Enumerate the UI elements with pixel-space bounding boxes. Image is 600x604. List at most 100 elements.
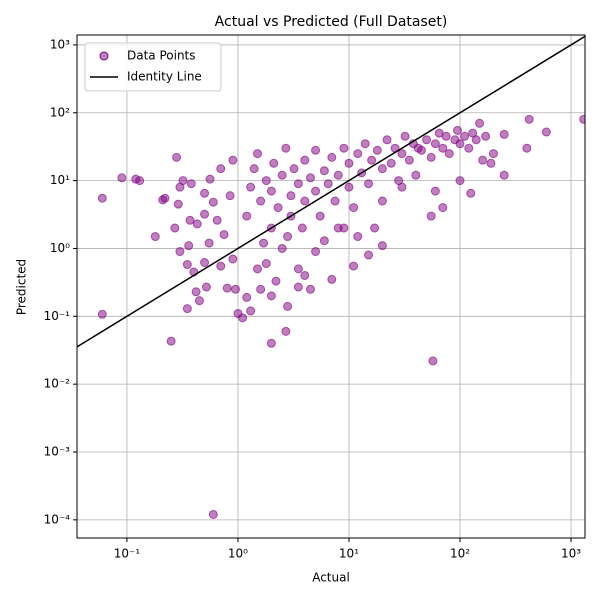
data-point: [191, 287, 201, 297]
data-point: [353, 232, 363, 242]
data-point: [522, 143, 532, 153]
data-point: [253, 264, 263, 274]
y-tick-label: 10¹: [50, 173, 70, 187]
data-point: [417, 145, 427, 155]
data-point: [344, 182, 354, 192]
data-point: [300, 196, 310, 206]
data-point: [212, 215, 222, 225]
data-point: [216, 164, 226, 174]
data-point: [311, 145, 321, 155]
data-point: [400, 131, 410, 141]
data-point: [192, 219, 202, 229]
data-point: [266, 186, 276, 196]
data-point: [499, 170, 509, 180]
data-point: [249, 164, 259, 174]
axes-frame: [76, 34, 586, 539]
ticks: 10⁻¹ 10⁰ 10¹ 10² 10³ 10⁻⁴ 10⁻³ 10⁻² 10⁻¹ 10⁰ 10¹ 10…: [44, 37, 582, 560]
data-point: [238, 313, 248, 323]
y-tick-label: 10³: [50, 37, 70, 51]
data-point: [364, 250, 374, 260]
data-point: [208, 509, 218, 519]
data-point: [228, 155, 238, 165]
data-point: [205, 174, 215, 184]
data-point: [283, 232, 293, 242]
data-point: [330, 196, 340, 206]
data-point: [319, 166, 329, 176]
data-point: [404, 155, 414, 165]
x-axis-label: Actual: [312, 571, 350, 585]
data-point: [216, 261, 226, 271]
data-point: [201, 282, 211, 292]
data-point: [455, 139, 465, 149]
data-point: [204, 238, 214, 248]
data-point: [289, 164, 299, 174]
data-point: [466, 188, 476, 198]
data-point: [364, 179, 374, 189]
data-point: [453, 125, 463, 135]
y-tick-label: 10⁻²: [44, 377, 71, 391]
data-point: [422, 135, 432, 145]
data-point: [150, 232, 160, 242]
data-point: [438, 203, 448, 213]
data-point: [256, 196, 266, 206]
data-point: [117, 173, 127, 183]
data-point: [97, 309, 107, 319]
data-point: [281, 326, 291, 336]
data-point: [266, 291, 276, 301]
data-point: [222, 283, 232, 293]
data-point: [311, 247, 321, 257]
data-point: [281, 143, 291, 153]
data-point: [182, 304, 192, 314]
data-point: [426, 211, 436, 221]
legend-marker: [99, 51, 109, 61]
data-point: [166, 336, 176, 346]
data-point: [367, 155, 377, 165]
data-point: [486, 158, 496, 168]
data-point: [377, 241, 387, 251]
data-point: [382, 135, 392, 145]
data-point: [219, 230, 229, 240]
data-point: [97, 193, 107, 203]
data-point: [256, 284, 266, 294]
legend-label: Data Points: [127, 49, 196, 63]
x-tick-label: 10⁰: [228, 547, 248, 561]
data-point: [269, 158, 279, 168]
data-point: [175, 247, 185, 257]
plot-area: [77, 35, 585, 519]
data-point: [430, 139, 440, 149]
y-tick-label: 10⁻¹: [44, 309, 71, 323]
grid: [77, 35, 585, 538]
data-point: [311, 186, 321, 196]
data-point: [182, 260, 192, 270]
data-point: [370, 223, 380, 233]
data-point: [135, 176, 145, 186]
data-point: [200, 258, 210, 268]
data-point: [186, 179, 196, 189]
data-point: [349, 203, 359, 213]
data-point: [208, 197, 218, 207]
data-point: [305, 173, 315, 183]
data-point: [293, 179, 303, 189]
data-point: [377, 196, 387, 206]
identity-line: [77, 35, 585, 348]
data-point: [478, 155, 488, 165]
data-point: [444, 149, 454, 159]
data-point: [194, 296, 204, 306]
data-point: [200, 209, 210, 219]
data-point: [455, 176, 465, 186]
y-axis-label: Predicted: [15, 259, 29, 315]
data-point: [397, 149, 407, 159]
data-point: [315, 211, 325, 221]
data-point: [286, 191, 296, 201]
data-point: [293, 264, 303, 274]
data-point: [173, 199, 183, 209]
data-point: [372, 145, 382, 155]
x-tick-label: 10¹: [339, 547, 359, 561]
data-point: [524, 114, 534, 124]
data-point: [283, 301, 293, 311]
data-point: [327, 152, 337, 162]
data-point: [246, 306, 256, 316]
data-point: [377, 164, 387, 174]
legend-box: [84, 42, 222, 92]
